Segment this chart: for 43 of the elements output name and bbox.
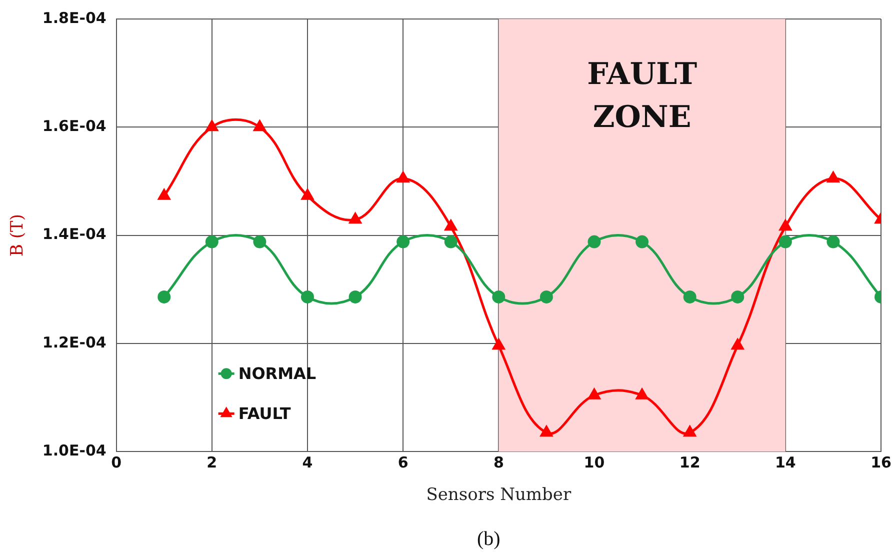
x-tick-label: 6 (398, 453, 408, 472)
point (540, 290, 553, 304)
y-tick-label: 1.2E-04 (42, 333, 106, 352)
point (444, 218, 458, 231)
y-tick-label: 1.0E-04 (42, 441, 106, 460)
x-tick-label: 10 (584, 453, 605, 472)
point (300, 188, 314, 200)
point (683, 290, 696, 304)
point (588, 235, 601, 248)
point (636, 235, 649, 248)
x-tick-label: 2 (206, 453, 218, 472)
point (252, 119, 267, 132)
point (157, 188, 172, 200)
x-tick-label: 0 (111, 453, 122, 472)
y-tick-label: 1.8E-04 (42, 8, 106, 27)
point (300, 290, 314, 304)
point (731, 290, 744, 304)
point (826, 235, 840, 248)
point (778, 235, 792, 248)
legend-label: FAULT (238, 404, 291, 423)
point (492, 290, 506, 304)
band-label: FAULT ZONE (587, 56, 698, 135)
y-tick-label: 1.4E-04 (42, 225, 106, 244)
x-tick-label: 8 (493, 453, 504, 472)
point (778, 218, 792, 231)
point (348, 290, 362, 304)
x-tick-label: 12 (679, 453, 700, 472)
point (826, 170, 840, 183)
x-tick-label: 14 (774, 453, 796, 472)
point (253, 235, 266, 248)
point (396, 235, 410, 248)
point (348, 212, 362, 224)
x-tick-label: 16 (870, 453, 892, 472)
x-axis-title: Sensors Number (426, 485, 572, 506)
point (158, 290, 171, 304)
y-axis-title: B (T) (8, 214, 28, 257)
y-tick-label: 1.6E-04 (42, 117, 106, 136)
point (205, 235, 218, 248)
text: (b) (476, 528, 500, 550)
x-tick-label: 4 (302, 453, 313, 472)
point (204, 119, 219, 132)
point (396, 170, 410, 183)
point (444, 235, 458, 248)
